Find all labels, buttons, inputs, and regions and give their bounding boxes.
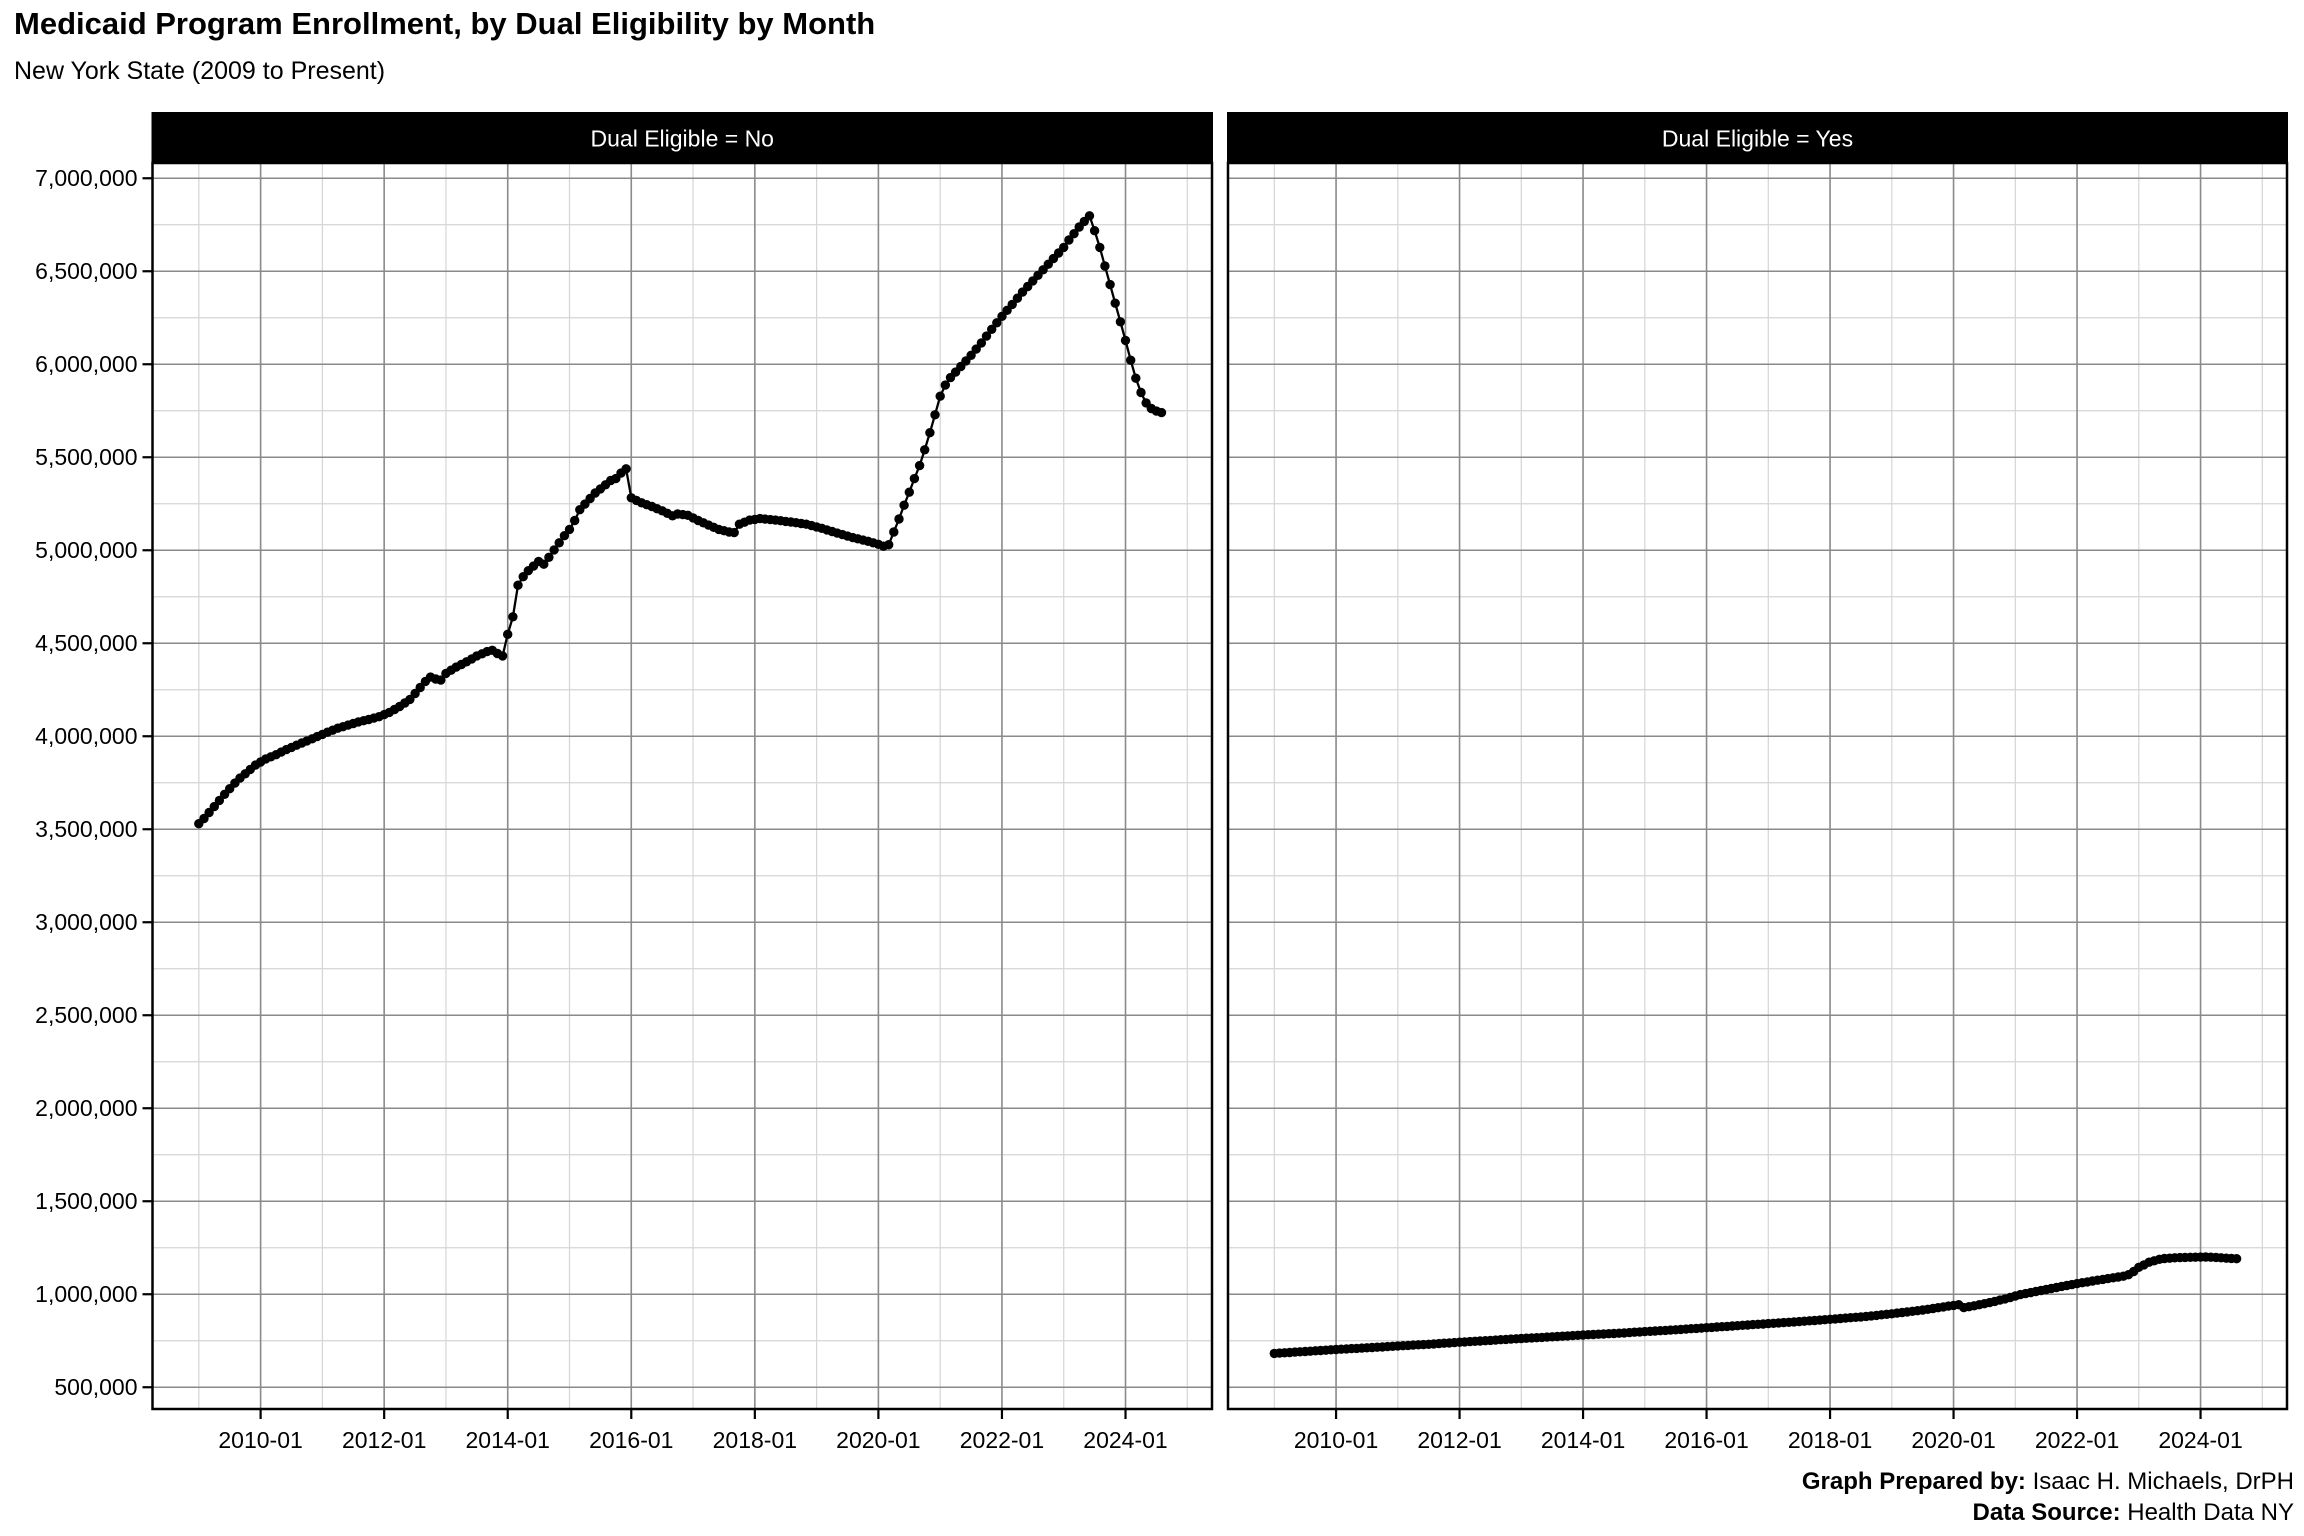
y-tick-label: 5,000,000 <box>35 537 137 563</box>
y-tick-label: 500,000 <box>54 1374 137 1400</box>
facet-strip-label: Dual Eligible = Yes <box>1662 125 1853 151</box>
y-tick-label: 3,000,000 <box>35 909 137 935</box>
y-tick-label: 7,000,000 <box>35 165 137 191</box>
y-tick-label: 2,000,000 <box>35 1095 137 1121</box>
x-tick-label: 2016-01 <box>1664 1427 1748 1453</box>
y-tick-label: 6,000,000 <box>35 351 137 377</box>
x-tick-label: 2022-01 <box>2035 1427 2119 1453</box>
x-tick-label: 2020-01 <box>836 1427 920 1453</box>
footer-data-source: Data Source: Health Data NY <box>1802 1497 2294 1528</box>
enrollment-series <box>194 211 1167 829</box>
prepared-by-value: Isaac H. Michaels, DrPH <box>2025 1468 2294 1495</box>
y-tick-label: 3,500,000 <box>35 816 137 842</box>
chart-title: Medicaid Program Enrollment, by Dual Eli… <box>14 6 876 41</box>
x-tick-label: 2010-01 <box>218 1427 302 1453</box>
footer-credits: Graph Prepared by: Isaac H. Michaels, Dr… <box>1802 1466 2294 1528</box>
y-tick-label: 1,000,000 <box>35 1281 137 1307</box>
x-tick-label: 2010-01 <box>1294 1427 1378 1453</box>
x-tick-label: 2024-01 <box>1083 1427 1167 1453</box>
x-tick-label: 2018-01 <box>1788 1427 1872 1453</box>
data-source-value: Health Data NY <box>2120 1499 2294 1526</box>
panel-gridlines <box>1228 163 2287 1409</box>
y-tick-label: 2,500,000 <box>35 1002 137 1028</box>
x-tick-label: 2020-01 <box>1911 1427 1995 1453</box>
y-axis: 500,000 1,000,000 1,500,000 2,000,000 2,500,… <box>35 165 153 1400</box>
x-tick-label: 2018-01 <box>713 1427 797 1453</box>
x-axis: 2010-01 2012-01 2014-01 2016-01 2018-01 2020-… <box>1294 1409 2243 1453</box>
y-tick-label: 4,500,000 <box>35 630 137 656</box>
x-tick-label: 2012-01 <box>1417 1427 1501 1453</box>
y-tick-label: 1,500,000 <box>35 1188 137 1214</box>
prepared-by-label: Graph Prepared by: <box>1801 1468 2026 1495</box>
facet-strip-label: Dual Eligible = No <box>591 125 774 151</box>
y-tick-label: 4,000,000 <box>35 723 137 749</box>
footer-prepared-by: Graph Prepared by: Isaac H. Michaels, Dr… <box>1802 1466 2294 1497</box>
data-source-label: Data Source: <box>1972 1499 2121 1526</box>
y-tick-label: 6,500,000 <box>35 258 137 284</box>
y-tick-label: 5,500,000 <box>35 444 137 470</box>
chart-subtitle: New York State (2009 to Present) <box>14 57 386 85</box>
x-tick-label: 2014-01 <box>466 1427 550 1453</box>
x-tick-label: 2014-01 <box>1541 1427 1625 1453</box>
enrollment-series <box>1269 1252 2242 1359</box>
panel-yes: Dual Eligible = Yes 2010-01 2012-01 2014-01… <box>1226 112 2289 1453</box>
x-tick-label: 2022-01 <box>960 1427 1044 1453</box>
x-axis: 2010-01 2012-01 2014-01 2016-01 2018-01 2020-… <box>218 1409 1168 1453</box>
x-tick-label: 2024-01 <box>2158 1427 2242 1453</box>
facet-strip <box>151 112 1213 164</box>
x-tick-label: 2012-01 <box>342 1427 426 1453</box>
x-tick-label: 2016-01 <box>589 1427 673 1453</box>
facet-strip <box>1227 112 2288 164</box>
panel-gridlines <box>152 163 1212 1409</box>
